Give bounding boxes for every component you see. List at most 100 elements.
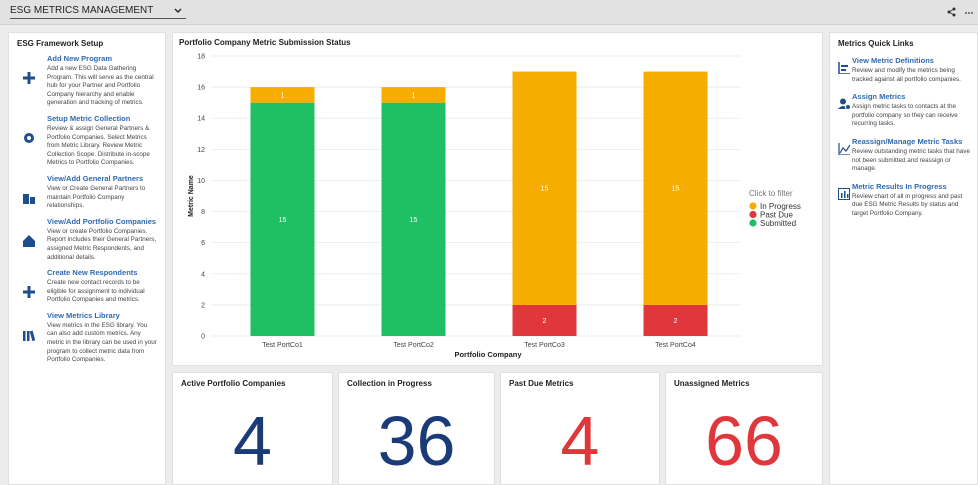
bar-segment [512,304,577,336]
link-icon [23,330,35,341]
bar-segment [381,87,446,103]
legend-label[interactable]: Submitted [760,219,796,228]
link-description: View or create Portfolio Companies. Repo… [47,227,157,261]
y-tick-label: 16 [197,85,205,92]
icon-shape [23,72,35,84]
caret [174,8,182,13]
legend-swatch [749,210,757,219]
link-item: Assign Metrics Assign metric tasks to con… [830,92,971,129]
x-tick-label: Test PortCo3 [524,342,565,349]
bar-segment [643,71,708,305]
legend-swatch [749,219,757,227]
icon-shape [841,65,848,67]
legend-label[interactable]: In Progress [760,202,801,211]
y-tick-label: 4 [201,271,205,278]
x-tick-label: Test PortCo4 [655,342,696,349]
link-item: Create New Respondents Create new contact… [9,268,159,305]
y-axis-label: Metric Name [188,175,195,217]
kpi-title: Past Due Metrics [509,379,574,388]
quick-links-panel: Metrics Quick Links View Metric Definiti… [829,32,978,485]
link-item: Metric Results In Progress Review chart o… [830,182,971,219]
link-description: Review & assign General Partners & Portf… [47,124,150,167]
kpi-title: Unassigned Metrics [674,379,750,388]
panel-title: Metrics Quick Links [838,39,914,48]
link-title[interactable]: Reassign/Manage Metric Tasks [852,136,963,146]
link-description: Review outstanding metric tasks that hav… [852,147,970,173]
link-description: Review and modify the metrics being trac… [852,67,961,83]
data-label: 1 [412,92,416,99]
icon-shape [838,187,850,200]
link-item: View/Add Portfolio Companies View or crea… [9,217,159,262]
bar-segment [250,87,315,103]
link-icon [838,62,850,74]
icon-shape [27,135,31,140]
link-title[interactable]: View Metric Definitions [852,56,934,65]
icon-shape [23,330,26,341]
kpi-title: Collection in Progress [347,379,432,388]
link-icon [23,72,35,84]
link-icon [23,286,35,299]
link-icon [838,142,850,155]
y-tick-label: 14 [197,116,205,123]
icon-shape [839,144,850,154]
icon-shape [844,190,846,198]
link-title[interactable]: View/Add Portfolio Companies [47,216,157,226]
y-tick-label: 2 [201,302,205,309]
link-item: Reassign/Manage Metric Tasks Review outst… [830,137,971,174]
y-tick-label: 0 [201,334,205,341]
panel-title: ESG Framework Setup [17,39,104,48]
icon-shape [841,192,843,198]
x-tick-label: Test PortCo2 [393,342,434,349]
link-description: View metrics in the ESG library. You can… [47,321,157,364]
icon-shape [23,286,35,299]
y-tick-label: 6 [201,240,205,247]
link-item: View Metrics Library View metrics in the … [9,311,159,365]
icon-shape [23,234,35,247]
y-tick-label: 10 [197,178,205,185]
legend-label[interactable]: Past Due [760,211,793,220]
x-tick-label: Test PortCo1 [262,342,303,349]
kpi-title: Active Portfolio Companies [181,379,286,388]
data-label: 15 [672,186,680,193]
data-label: 1 [281,92,285,99]
data-label: 15 [279,217,287,224]
bar-segment [643,304,708,336]
link-item: View/Add General Partners View or Create … [9,174,159,211]
link-icon [24,132,34,143]
link-title[interactable]: View Metrics Library [47,310,120,320]
link-title[interactable]: Create New Respondents [47,268,138,278]
legend-title: Click to filter [749,189,793,198]
kpi-value: 4 [233,402,272,480]
program-dropdown[interactable]: ESG METRICS MANAGEMENT [10,5,186,19]
link-title[interactable]: View/Add General Partners [47,173,144,183]
top-bar: ESG METRICS MANAGEMENT [0,0,978,25]
icon-shape [27,330,30,341]
icon-shape [841,69,846,71]
bar-segment [381,102,446,337]
icon-shape [29,330,35,341]
chart-title: Portfolio Company Metric Submission Stat… [179,38,351,47]
kpi-value: 4 [560,402,600,480]
bar-segment [250,102,315,337]
kpi-card: Collection in Progress 36 [338,372,495,485]
chart-panel: Portfolio Company Metric Submission Stat… [172,32,823,366]
x-axis-label: Portfolio Company [454,350,522,359]
link-description: View or Create General Partners to maint… [47,184,146,210]
chart: Portfolio Company Metric Submission Stat… [179,38,801,359]
toolbar-icons[interactable] [946,7,974,17]
bar-segment [512,71,577,305]
link-title[interactable]: Add New Program [47,54,113,63]
link-title[interactable]: Assign Metrics [852,92,906,102]
link-icon [838,98,850,111]
link-title[interactable]: Setup Metric Collection [47,113,131,123]
header-title: ESG METRICS MANAGEMENT [10,5,154,16]
icon-shape [30,196,35,204]
kpi-value: 36 [377,402,456,480]
link-item: Setup Metric Collection Review & assign G… [9,114,159,168]
y-tick-label: 8 [201,209,205,216]
kpi-card: Unassigned Metrics 66 [665,372,823,485]
icon-shape [847,193,849,198]
link-description: Assign metric tasks to contacts at the p… [852,103,958,128]
link-title[interactable]: Metric Results In Progress [852,181,947,191]
